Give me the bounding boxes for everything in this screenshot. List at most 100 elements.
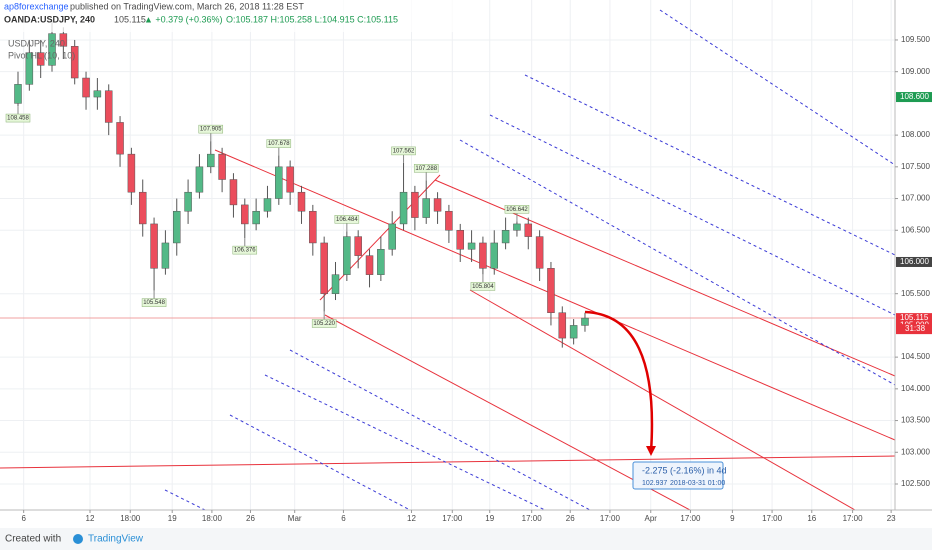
pivot-box	[504, 205, 530, 214]
header: ap8forexchange published on TradingView.…	[0, 0, 460, 60]
x-tick-label: 6	[21, 514, 26, 523]
projection-box	[632, 461, 724, 490]
support-line	[0, 455, 896, 469]
candle-body	[467, 242, 476, 250]
candle-body	[229, 179, 238, 206]
channel-line	[319, 174, 441, 301]
candle-body	[535, 236, 544, 269]
candle-body	[36, 52, 45, 66]
dashed-line	[229, 414, 411, 511]
x-tick-label: Mar	[288, 514, 302, 523]
candle-body	[82, 77, 90, 98]
pivot-label: 106.376	[234, 248, 256, 254]
candle-body	[59, 33, 68, 47]
x-tick-label: 26	[566, 514, 575, 523]
pivot-label: 107.562	[393, 148, 415, 154]
pivot-label: 106.484	[336, 217, 358, 223]
countdown: 31:38	[905, 324, 926, 333]
y-tick-label: 108.000	[901, 130, 930, 139]
x-tick-label: 12	[407, 514, 416, 523]
candle-body	[104, 90, 113, 123]
drawings	[0, 9, 896, 511]
projection-date: 2018-03-31 01:00	[670, 480, 725, 487]
x-tick-label: 6	[341, 514, 346, 523]
pivot-label: 105.220	[313, 321, 335, 327]
candle-body	[218, 153, 226, 180]
pivot-label: 106.642	[506, 207, 528, 213]
candle-body	[377, 249, 385, 275]
pivot-box	[334, 215, 360, 224]
arrow-head	[646, 446, 656, 456]
candle-body	[354, 236, 362, 256]
candle-body	[569, 325, 578, 339]
dashed-line	[459, 139, 896, 386]
x-tick-label: 17:00	[680, 514, 701, 523]
candle-body	[127, 153, 136, 193]
candle-body	[70, 46, 79, 79]
pivot-box	[470, 282, 496, 291]
dashed-line	[264, 374, 546, 511]
brand-icon	[73, 534, 83, 544]
x-tick-label: Apr	[645, 514, 658, 523]
pivot-label: 105.804	[472, 284, 494, 290]
x-tick-label: 12	[86, 514, 95, 523]
y-tick-label: 109.500	[901, 35, 930, 44]
symbol: OANDA:USDJPY, 240	[4, 14, 95, 24]
candle-body	[241, 204, 249, 225]
candle-body	[445, 210, 453, 231]
y-tick-label: 105.500	[901, 289, 930, 298]
candle-body	[558, 312, 567, 339]
price-tag-label: 108.600	[900, 92, 929, 101]
footer-created: Created with	[5, 534, 61, 545]
pivot-box	[141, 298, 167, 307]
candle-body	[343, 236, 351, 275]
candle-body	[388, 223, 396, 250]
candle-body	[252, 210, 260, 225]
candle-body	[422, 198, 430, 218]
y-tick-label: 103.500	[901, 416, 930, 425]
axes: 102.500 103.000 103.500 104.000 104.500 105.5…	[21, 35, 932, 523]
countdown-bg	[896, 324, 932, 335]
last: 105.115	[114, 14, 146, 24]
candle-body	[116, 122, 124, 155]
footer-brand: TradingView	[88, 534, 144, 545]
dashed-line	[164, 489, 206, 511]
y-tick-label: 102.500	[901, 479, 930, 488]
candle-body	[411, 191, 419, 218]
pivot-label: 108.458	[7, 116, 29, 122]
x-tick-label: 23	[887, 514, 896, 523]
x-tick-label: 17:00	[762, 514, 783, 523]
y-tick-label: 103.000	[901, 447, 930, 456]
projection-change: -2.275 (-2.16%) in 4d	[642, 465, 727, 475]
candle-body	[161, 242, 170, 269]
series-name: USD/JPY, 240	[8, 38, 65, 48]
x-tick-label: 18:00	[202, 514, 223, 523]
candle-body	[433, 198, 442, 212]
pivot-label: 107.678	[268, 141, 290, 147]
candle-body	[173, 210, 181, 244]
pivot-box	[198, 124, 224, 134]
channel-line	[324, 314, 691, 511]
candle-body	[513, 223, 521, 231]
price-tag-label: 105.115	[900, 313, 929, 322]
x-tick-label: 17:00	[843, 514, 864, 523]
candle-body	[365, 255, 374, 275]
ohlc: O:105.187 H:105.258 L:104.915 C:105.115	[226, 14, 398, 24]
candle-body	[524, 223, 533, 237]
candle-body	[479, 242, 487, 269]
price-tag	[896, 256, 932, 267]
candle-body	[581, 317, 589, 326]
y-tick-label: 106.500	[901, 225, 930, 234]
author: ap8forexchange	[4, 1, 69, 11]
pivot-label: 105.548	[143, 300, 165, 306]
x-tick-label: 17:00	[522, 514, 543, 523]
x-tick-label: 19	[485, 514, 494, 523]
pivots: 107.905 107.678 106.484 107.562 107.288 106.6…	[5, 106, 530, 328]
candle-body	[297, 191, 306, 212]
channel-line	[214, 149, 896, 441]
pivot-box	[413, 164, 439, 173]
y-tick-label: 104.000	[901, 384, 930, 393]
y-tick-label: 109.000	[901, 67, 930, 76]
candle-body	[331, 274, 340, 294]
